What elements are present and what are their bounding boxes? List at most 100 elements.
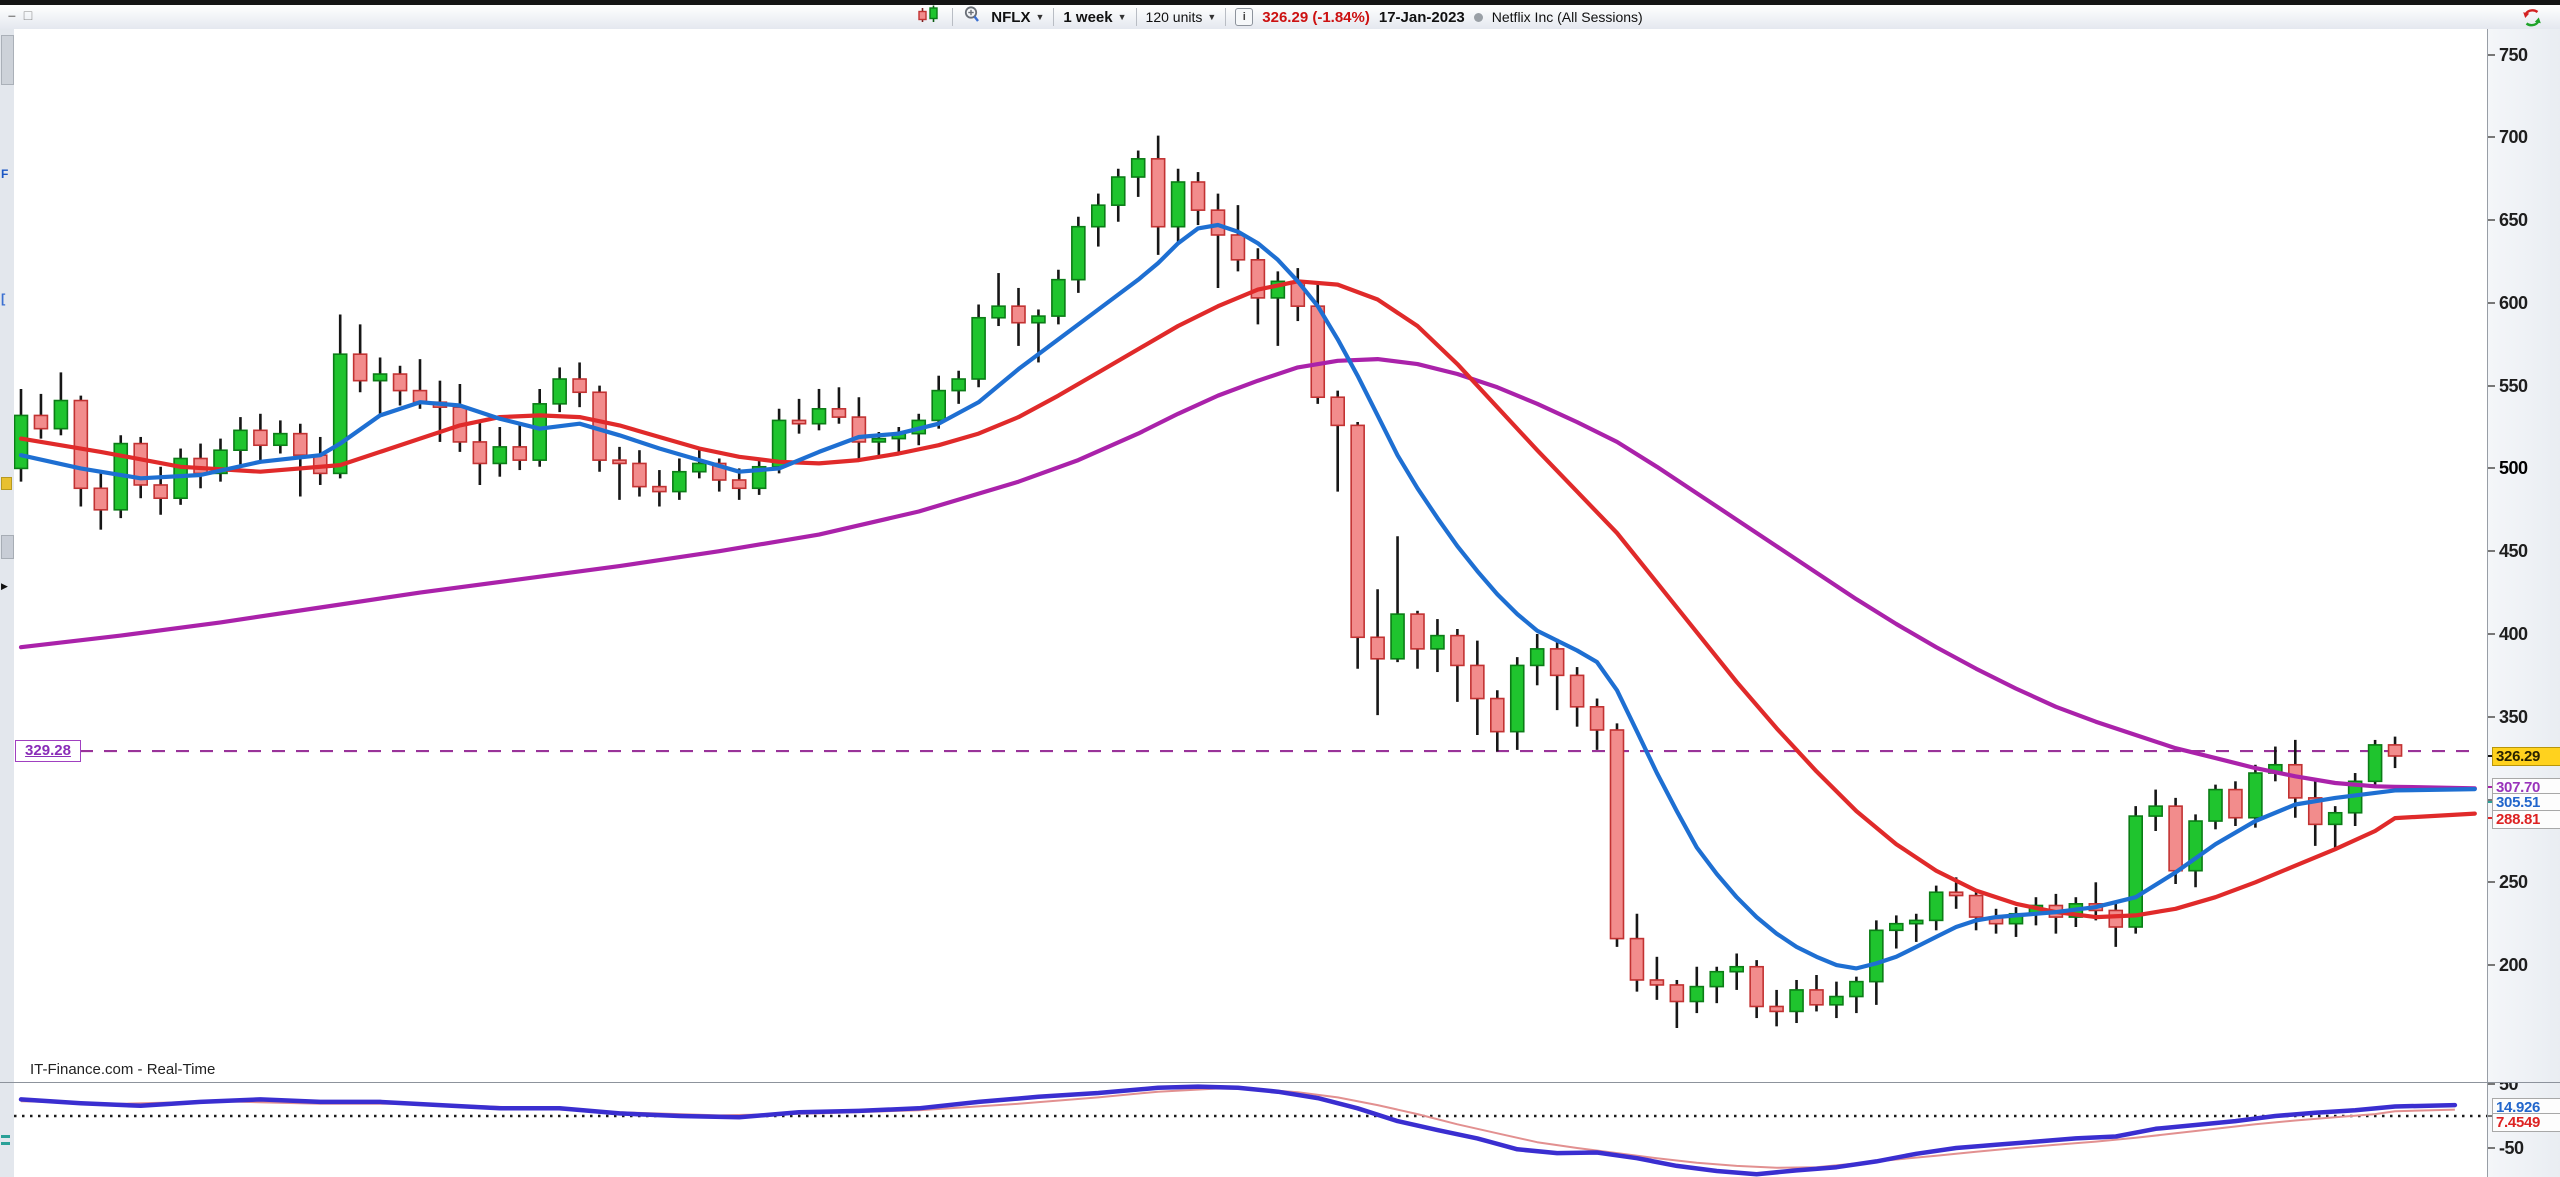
- sidebar-fragment: ▶: [1, 581, 8, 591]
- axis-tick-label: 350: [2499, 707, 2528, 727]
- ma-blue-line: [18, 222, 2477, 971]
- candle-body: [1549, 648, 1565, 677]
- candle-body: [1190, 181, 1206, 211]
- candlestick-style-icon[interactable]: [917, 5, 943, 29]
- instrument-name: Netflix Inc (All Sessions): [1491, 9, 1643, 25]
- axis-tick-mark: [2488, 1083, 2495, 1085]
- axis-tick-label: 600: [2499, 293, 2528, 313]
- panel-divider[interactable]: [0, 1082, 2560, 1083]
- zoom-tool-icon[interactable]: [962, 5, 982, 30]
- symbol-dropdown[interactable]: NFLX ▼: [991, 9, 1044, 26]
- axis-tick-mark: [2488, 1147, 2495, 1149]
- axis-tick-label: 550: [2499, 376, 2528, 396]
- sidebar-fragment: [1, 477, 12, 490]
- oscillator-blue-line: [18, 1084, 2458, 1177]
- candle-body: [1490, 697, 1505, 733]
- oscillator-chart: [14, 1084, 2487, 1177]
- candle-body: [1150, 158, 1166, 228]
- candle-body: [273, 432, 288, 447]
- candle-body: [991, 305, 1006, 319]
- units-dropdown[interactable]: 120 units ▼: [1146, 9, 1217, 25]
- candle-body: [1928, 891, 1944, 922]
- candle-body: [612, 459, 627, 465]
- candle-body: [2367, 744, 2383, 783]
- ma-purple-line: [18, 357, 2477, 791]
- candle-body: [2208, 788, 2223, 822]
- indicator-value-red: 7.4549: [2492, 1113, 2560, 1132]
- axis-tick-label: 400: [2499, 624, 2528, 644]
- candle-body: [1470, 664, 1485, 700]
- axis-tick-label: -50: [2499, 1138, 2524, 1158]
- sidebar-fragment: [: [1, 291, 6, 306]
- price-label-tick: [2488, 817, 2495, 819]
- candlestick-chart: [14, 135, 2477, 1028]
- axis-tick-mark: [2488, 385, 2495, 387]
- candle-body: [372, 373, 388, 382]
- timeframe-dropdown[interactable]: 1 week ▼: [1063, 9, 1126, 26]
- minimize-icon[interactable]: –: [8, 7, 16, 23]
- left-toolbar-edge[interactable]: F [ ▶: [0, 29, 15, 1177]
- axis-tick-mark: [2488, 881, 2495, 883]
- price-axis[interactable]: 750700650600550500450400350300250200326.…: [2487, 29, 2560, 1082]
- candle-body: [2108, 909, 2124, 928]
- ma-red-line: [18, 279, 2477, 920]
- axis-tick-label: 50: [2499, 1083, 2519, 1094]
- candle-body: [93, 487, 109, 511]
- toolbar-separator: [1135, 8, 1137, 26]
- axis-tick-mark: [2488, 136, 2495, 138]
- axis-tick-mark: [2488, 54, 2495, 56]
- candle-body: [2148, 805, 2163, 817]
- candle-body: [1450, 634, 1465, 667]
- session-status-dot: [1473, 12, 1483, 22]
- candle-body: [1869, 929, 1884, 983]
- sidebar-fragment: F: [1, 167, 9, 181]
- candle-body: [791, 419, 807, 425]
- candle-body: [1769, 1005, 1784, 1013]
- axis-tick-mark: [2488, 716, 2495, 718]
- timeframe-label: 1 week: [1063, 8, 1113, 26]
- candle-body: [1529, 648, 1545, 667]
- candle-body: [332, 353, 348, 475]
- indicator-panel[interactable]: [14, 1083, 2487, 1177]
- candle-body: [831, 408, 847, 418]
- candle-body: [1589, 706, 1605, 731]
- axis-tick-label: 500: [2499, 458, 2528, 478]
- axis-tick-mark: [2488, 964, 2495, 966]
- price-label-tick: [2488, 755, 2495, 757]
- axis-tick-label: 650: [2499, 210, 2528, 230]
- candle-body: [14, 414, 29, 470]
- sidebar-fragment: [1, 535, 14, 559]
- maximize-icon[interactable]: □: [23, 7, 33, 23]
- candle-body: [1889, 922, 1904, 932]
- candle-body: [1569, 674, 1585, 708]
- candle-body: [1709, 970, 1725, 988]
- candle-body: [1789, 989, 1804, 1013]
- toolbar-separator: [1225, 8, 1227, 26]
- candle-body: [532, 403, 548, 461]
- candle-body: [1829, 995, 1844, 1006]
- candle-body: [632, 462, 647, 488]
- candle-body: [352, 353, 368, 382]
- symbol-label: NFLX: [991, 8, 1031, 26]
- candle-body: [652, 485, 667, 493]
- window-controls[interactable]: – □: [8, 7, 32, 23]
- refresh-icon[interactable]: [2520, 8, 2544, 33]
- candle-body: [53, 399, 69, 430]
- info-icon[interactable]: i: [1235, 8, 1254, 26]
- axis-tick-mark: [2488, 1115, 2495, 1117]
- price-label-tick: [2488, 786, 2495, 788]
- horizontal-line-label[interactable]: 329.28: [15, 740, 81, 762]
- axis-tick-mark: [2488, 467, 2495, 469]
- candle-body: [472, 441, 488, 465]
- axis-tick-label: 700: [2499, 127, 2528, 147]
- chevron-down-icon: ▼: [1207, 12, 1217, 22]
- candle-body: [1908, 919, 1924, 925]
- candle-body: [971, 316, 986, 380]
- axis-tick-label: 250: [2499, 872, 2528, 892]
- candle-body: [1430, 634, 1445, 650]
- watermark-text: IT-Finance.com - Real-Time: [30, 1061, 216, 1078]
- candle-body: [253, 429, 268, 447]
- candle-body: [1729, 965, 1744, 973]
- price-chart-area[interactable]: 329.28 IT-Finance.com - Real-Time: [14, 29, 2487, 1082]
